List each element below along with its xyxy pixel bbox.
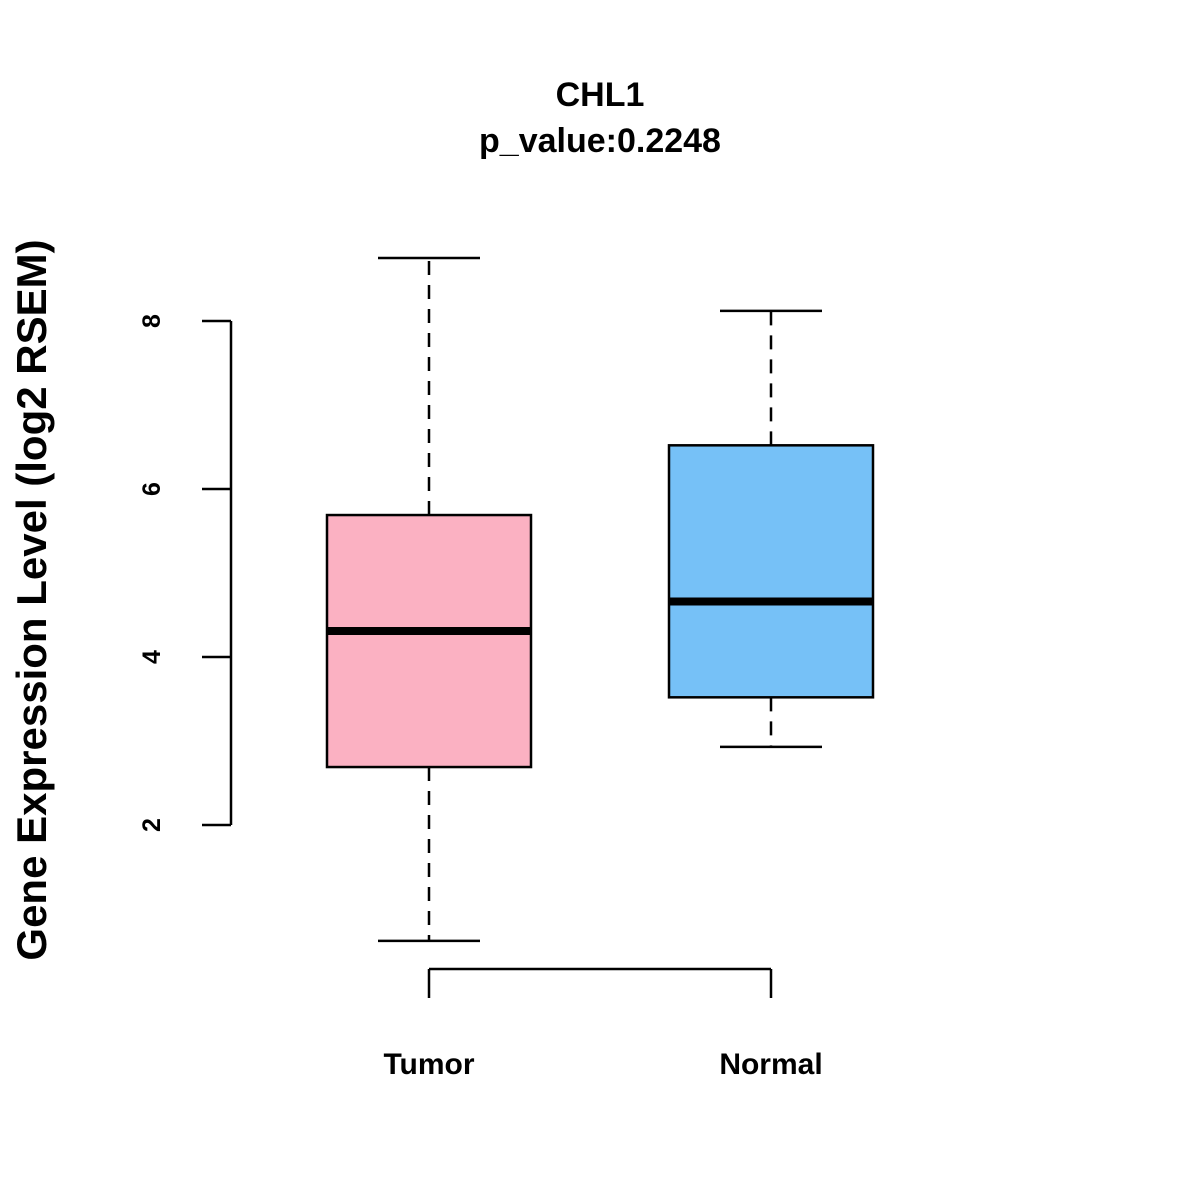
boxes-group (325, 256, 875, 943)
normal-iqr-box (667, 444, 875, 699)
y-tick-label-4: 4 (138, 650, 166, 664)
tumor-iqr-box (325, 513, 533, 769)
y-axis-label: Gene Expression Level (log2 RSEM) (8, 239, 55, 960)
chart-title: CHL1 (556, 76, 645, 114)
chart-subtitle: p_value:0.2248 (479, 122, 721, 160)
y-tick-label-2: 2 (138, 818, 166, 832)
box-tumor (325, 256, 533, 943)
x-axis: Tumor Normal (383, 967, 823, 1081)
y-axis: 2 4 6 8 (138, 314, 233, 832)
x-tick-label-tumor: Tumor (383, 1048, 474, 1081)
y-tick-label-6: 6 (138, 482, 166, 496)
y-tick-label-8: 8 (138, 314, 166, 328)
box-normal (667, 309, 875, 749)
x-tick-label-normal: Normal (719, 1048, 822, 1081)
